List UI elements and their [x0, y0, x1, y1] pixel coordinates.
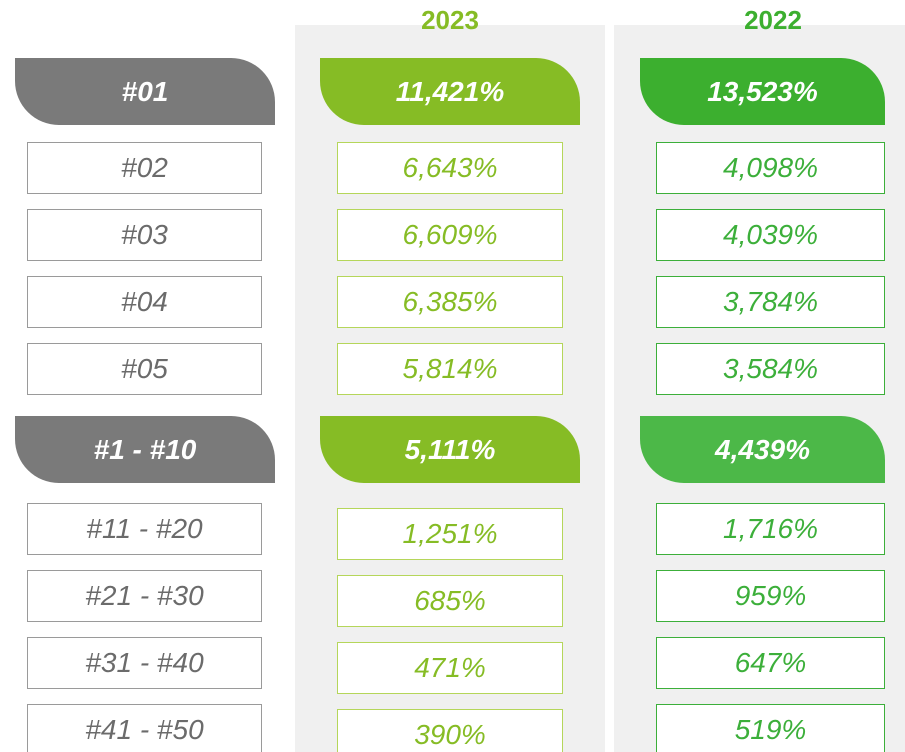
row-value: 6,609%	[337, 209, 563, 261]
row-value: 685%	[337, 575, 563, 627]
row-value: 6,385%	[337, 276, 563, 328]
row-value: 5,814%	[337, 343, 563, 395]
row-label: #02	[27, 142, 262, 194]
column-header: 2023	[421, 5, 479, 35]
row-value: 1,716%	[656, 503, 885, 555]
summary-value: 11,421%	[320, 58, 580, 125]
row-value: 647%	[656, 637, 885, 689]
row-value: 519%	[656, 704, 885, 752]
row-value: 390%	[337, 709, 563, 752]
row-label: #21 - #30	[27, 570, 262, 622]
row-value: 471%	[337, 642, 563, 694]
column-header: 2022	[744, 5, 802, 35]
summary-value: 5,111%	[320, 416, 580, 483]
row-value: 4,039%	[656, 209, 885, 261]
row-value: 4,098%	[656, 142, 885, 194]
row-label: #41 - #50	[27, 704, 262, 752]
row-label: #31 - #40	[27, 637, 262, 689]
row-value: 959%	[656, 570, 885, 622]
summary-value: 13,523%	[640, 58, 885, 125]
row-label: #11 - #20	[27, 503, 262, 555]
row-value: 3,584%	[656, 343, 885, 395]
row-value: 1,251%	[337, 508, 563, 560]
row-value: 3,784%	[656, 276, 885, 328]
summary-value: 4,439%	[640, 416, 885, 483]
row-label: #05	[27, 343, 262, 395]
row-label: #04	[27, 276, 262, 328]
summary-label: #1 - #10	[15, 416, 275, 483]
row-value: 6,643%	[337, 142, 563, 194]
summary-label: #01	[15, 58, 275, 125]
row-label: #03	[27, 209, 262, 261]
